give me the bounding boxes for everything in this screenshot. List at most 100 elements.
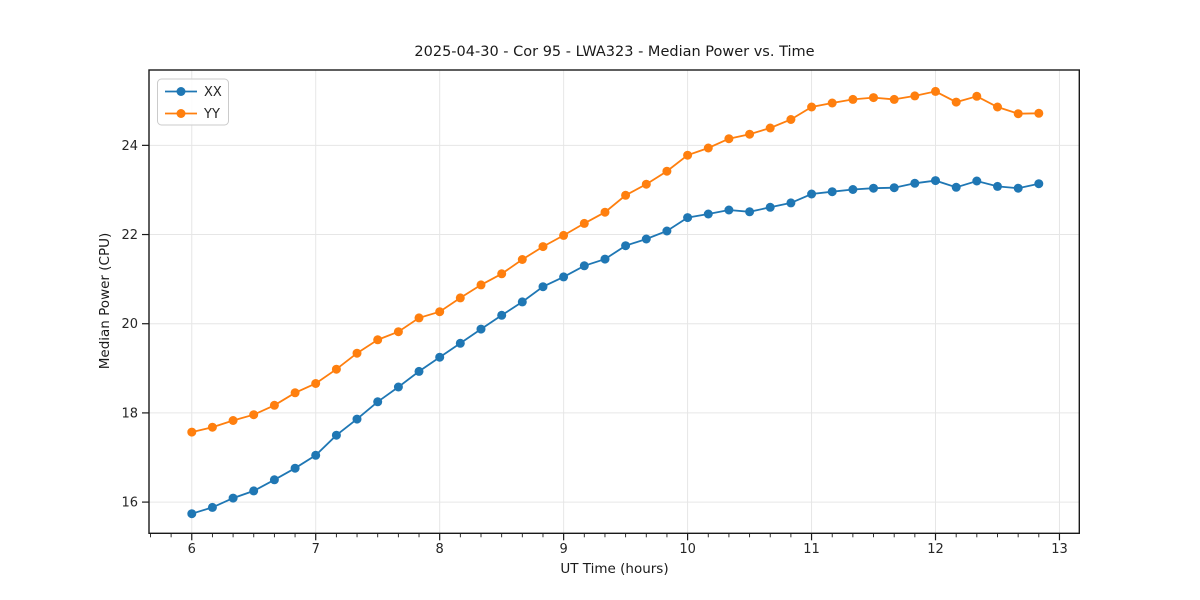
data-point-XX — [662, 226, 672, 236]
svg-text:20: 20 — [121, 317, 138, 332]
data-point-XX — [207, 502, 217, 512]
data-point-YY — [765, 123, 775, 133]
data-point-YY — [331, 364, 341, 374]
y-axis-label: Median Power (CPU) — [97, 232, 113, 370]
data-point-XX — [827, 187, 837, 197]
data-point-XX — [807, 189, 817, 199]
data-point-YY — [373, 335, 383, 345]
data-point-XX — [745, 207, 755, 217]
data-point-XX — [352, 414, 362, 424]
data-point-XX — [600, 254, 610, 264]
data-point-YY — [931, 86, 940, 96]
data-point-YY — [476, 280, 486, 290]
data-point-XX — [951, 182, 961, 192]
data-point-YY — [1034, 108, 1044, 118]
svg-text:18: 18 — [121, 406, 138, 421]
data-point-YY — [951, 97, 961, 107]
data-point-YY — [517, 255, 527, 264]
data-point-YY — [187, 427, 197, 437]
data-point-YY — [993, 102, 1002, 112]
svg-text:7: 7 — [312, 542, 320, 557]
data-point-YY — [827, 98, 837, 108]
data-point-YY — [228, 416, 238, 425]
data-point-XX — [579, 261, 589, 271]
plot-spines — [148, 69, 1080, 534]
data-point-XX — [435, 352, 445, 362]
series-XX — [187, 176, 1044, 519]
legend-marker-XX — [176, 87, 186, 96]
data-point-XX — [517, 297, 527, 307]
data-point-XX — [290, 463, 300, 473]
data-point-YY — [414, 313, 424, 323]
data-point-XX — [476, 324, 486, 334]
data-point-YY — [662, 166, 672, 176]
data-point-YY — [703, 143, 713, 153]
data-point-YY — [435, 307, 445, 317]
data-point-XX — [972, 176, 982, 186]
data-point-XX — [683, 213, 693, 223]
svg-text:6: 6 — [188, 542, 196, 557]
x-tick-labels: 6 7 8 9 10 11 12 13 — [188, 542, 1068, 557]
chart-title: 2025-04-30 - Cor 95 - LWA323 - Median Po… — [414, 44, 815, 60]
data-point-YY — [455, 293, 465, 303]
data-point-YY — [290, 388, 300, 398]
legend-marker-YY — [176, 109, 186, 118]
data-point-YY — [807, 102, 817, 112]
x-tick-marks — [191, 533, 1061, 541]
data-point-XX — [414, 366, 424, 376]
data-point-YY — [889, 94, 899, 104]
y-tick-marks — [142, 144, 149, 503]
data-point-YY — [311, 379, 321, 388]
x-axis-label: UT Time (hours) — [560, 561, 669, 577]
data-point-XX — [848, 185, 858, 194]
data-point-YY — [352, 348, 362, 358]
data-point-XX — [910, 178, 920, 188]
data-point-YY — [724, 134, 734, 144]
data-point-YY — [683, 150, 693, 160]
y-tick-labels: 16 18 20 22 24 — [121, 139, 138, 511]
data-point-XX — [765, 202, 775, 212]
data-point-YY — [249, 410, 259, 420]
data-point-YY — [1013, 109, 1023, 119]
data-point-XX — [786, 198, 796, 208]
data-point-XX — [331, 430, 341, 440]
data-point-YY — [621, 190, 631, 200]
data-point-YY — [869, 93, 878, 103]
data-point-XX — [703, 209, 713, 219]
data-point-XX — [269, 475, 279, 485]
data-point-XX — [373, 397, 383, 407]
legend-label-YY: YY — [203, 107, 220, 122]
data-point-YY — [579, 218, 589, 228]
data-point-YY — [207, 422, 217, 432]
data-point-YY — [538, 242, 548, 252]
legend-label-XX: XX — [204, 85, 222, 100]
data-point-XX — [889, 183, 899, 193]
svg-text:10: 10 — [679, 542, 696, 557]
data-point-YY — [559, 230, 569, 240]
data-point-XX — [641, 234, 651, 244]
grid-lines — [149, 70, 1080, 534]
data-point-XX — [1034, 179, 1044, 189]
series-line-XX — [191, 179, 1039, 515]
data-point-YY — [786, 115, 796, 124]
data-point-YY — [848, 94, 858, 104]
svg-text:9: 9 — [559, 542, 567, 557]
svg-text:16: 16 — [121, 496, 138, 511]
data-point-XX — [1013, 183, 1023, 193]
data-point-XX — [393, 382, 403, 392]
data-point-YY — [972, 91, 982, 101]
data-point-XX — [993, 181, 1002, 191]
data-point-YY — [497, 269, 507, 279]
legend: XX YY — [157, 78, 229, 126]
data-point-XX — [311, 450, 321, 460]
data-point-YY — [745, 129, 755, 139]
data-point-YY — [641, 179, 651, 189]
svg-text:24: 24 — [121, 139, 138, 154]
data-point-YY — [910, 91, 920, 101]
data-point-XX — [497, 310, 507, 320]
data-point-XX — [187, 509, 197, 519]
x-minor-ticks — [149, 533, 1040, 538]
data-point-YY — [393, 327, 403, 337]
svg-text:22: 22 — [121, 228, 138, 243]
